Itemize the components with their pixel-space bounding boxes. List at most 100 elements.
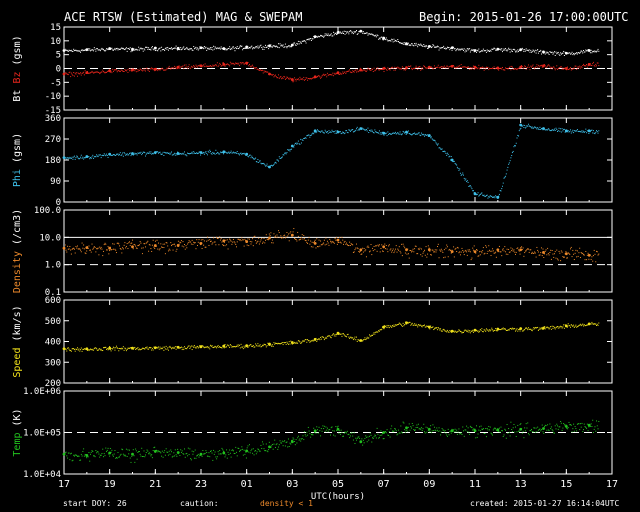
bt-bz-sample-dot — [252, 64, 254, 66]
bt-bz-sample-dot — [312, 77, 314, 79]
bt-bz-sample-dot — [498, 48, 500, 50]
temp-sample-dot — [443, 431, 445, 433]
density-sample-dot — [487, 250, 489, 252]
bt-bz-sample-dot — [254, 47, 256, 49]
phi-sample-dot — [296, 143, 298, 145]
density-sample-dot — [596, 251, 598, 253]
bt-bz-sample-dot — [320, 76, 322, 78]
bt-bz-sample-dot — [170, 68, 172, 70]
density-sample-dot — [536, 246, 538, 248]
temp-sample-dot — [330, 434, 332, 436]
bt-bz-sample-dot — [583, 64, 585, 66]
density-sample-dot — [108, 253, 110, 255]
bt-bz-sample-dot — [129, 68, 131, 70]
temp-sample-dot — [161, 450, 163, 452]
density-sample-dot — [161, 246, 163, 248]
speed-sample-dot — [120, 348, 122, 350]
bt-bz-sample-dot — [498, 67, 500, 69]
bt-bz-sample-dot — [517, 49, 519, 51]
bt-bz-sample-dot — [260, 69, 262, 71]
density-sample-dot — [106, 249, 108, 251]
temp-sample-dot — [138, 451, 140, 453]
bt-bz-sample-dot — [80, 72, 82, 74]
speed-sample-dot — [502, 327, 504, 329]
bt-bz-sample-dot — [74, 49, 76, 51]
temp-sample-dot — [130, 461, 132, 463]
density-sample-dot — [390, 248, 392, 250]
bt-bz-sample-dot — [96, 71, 98, 73]
phi-sample-dot — [548, 128, 550, 130]
phi-sample-dot — [91, 156, 93, 158]
bt-bz-sample-dot — [258, 69, 260, 71]
temp-sample-dot — [376, 427, 378, 429]
speed-sample-dot — [325, 336, 327, 338]
temp-sample-dot — [475, 437, 477, 439]
phi-sample-dot — [89, 157, 91, 159]
temp-sample-dot — [368, 439, 370, 441]
speed-y-tick-label: 300 — [45, 358, 61, 368]
bt-bz-sample-dot — [174, 47, 176, 49]
bt-bz-sample-dot — [476, 49, 478, 51]
bt-bz-sample-dot — [506, 50, 508, 52]
temp-sample-dot — [99, 454, 101, 456]
bt-bz-sample-dot — [292, 81, 294, 83]
speed-sample-dot — [450, 330, 452, 332]
bt-bz-sample-dot — [399, 68, 401, 70]
temp-sample-dot — [579, 423, 581, 425]
bt-bz-sample-dot — [215, 47, 217, 49]
bt-bz-sample-dot — [307, 78, 309, 80]
speed-sample-dot — [77, 349, 79, 351]
bt-bz-sample-dot — [540, 64, 542, 66]
temp-sample-dot — [372, 437, 374, 439]
speed-sample-dot — [238, 344, 240, 346]
speed-sample-dot — [233, 345, 235, 347]
speed-sample-dot — [67, 347, 69, 349]
phi-sample-dot — [433, 139, 435, 141]
bt-bz-sample-dot — [334, 73, 336, 75]
speed-sample-dot — [220, 346, 222, 348]
temp-sample-dot — [104, 455, 106, 457]
bt-bz-sample-dot — [128, 68, 130, 70]
speed-sample-dot — [109, 349, 111, 351]
temp-sample-dot — [355, 437, 357, 439]
bt-bz-sample-dot — [170, 48, 172, 50]
speed-sample-dot — [463, 330, 465, 332]
speed-data-point — [290, 341, 294, 344]
bt-bz-sample-dot — [495, 67, 497, 69]
density-sample-dot — [331, 240, 333, 242]
density-sample-dot — [386, 248, 388, 250]
temp-sample-dot — [369, 432, 371, 434]
bt-bz-sample-dot — [209, 65, 211, 67]
bt-bz-sample-dot — [534, 68, 536, 70]
speed-sample-dot — [197, 347, 199, 349]
bt-bz-sample-dot — [203, 65, 205, 67]
phi-sample-dot — [206, 154, 208, 156]
bt-bz-sample-dot — [591, 52, 593, 54]
phi-sample-dot — [323, 132, 325, 134]
density-sample-dot — [346, 244, 348, 246]
phi-sample-dot — [351, 129, 353, 131]
bt-bz-sample-dot — [104, 72, 106, 74]
speed-sample-dot — [506, 329, 508, 331]
speed-sample-dot — [385, 326, 387, 328]
bt-bz-sample-dot — [551, 68, 553, 70]
density-sample-dot — [285, 236, 287, 238]
bt-bz-sample-dot — [573, 67, 575, 69]
bt-bz-sample-dot — [125, 47, 127, 49]
bt-bz-sample-dot — [145, 68, 147, 70]
bt-bz-sample-dot — [222, 62, 224, 64]
bt-bz-sample-dot — [75, 73, 77, 75]
temp-sample-dot — [413, 429, 415, 431]
speed-sample-dot — [208, 346, 210, 348]
bt-bz-sample-dot — [167, 49, 169, 51]
temp-data-point — [199, 452, 203, 456]
bt-bz-sample-dot — [521, 47, 523, 49]
bt-bz-sample-dot — [527, 66, 529, 68]
temp-sample-dot — [182, 453, 184, 455]
density-sample-dot — [271, 242, 273, 244]
phi-sample-dot — [405, 133, 407, 135]
density-sample-dot — [362, 247, 364, 249]
speed-sample-dot — [137, 347, 139, 349]
phi-sample-dot — [98, 154, 100, 156]
temp-sample-dot — [129, 457, 131, 459]
